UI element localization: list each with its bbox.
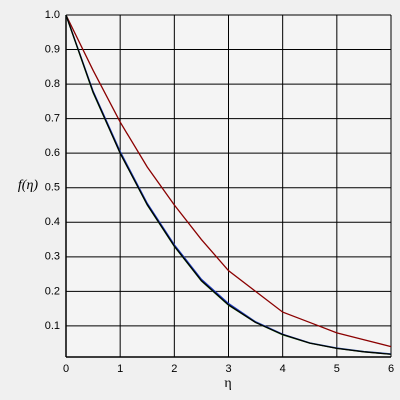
y-tick-label: 1.0 [45, 9, 60, 21]
x-tick-label: 3 [225, 363, 231, 375]
y-tick-label: 0.6 [45, 147, 60, 159]
y-axis-title: f(η) [18, 178, 38, 193]
y-tick-label: 0.5 [45, 182, 60, 194]
y-tick-label: 0.3 [45, 251, 60, 263]
x-tick-label: 4 [280, 363, 286, 375]
x-tick-label: 0 [63, 363, 69, 375]
y-tick-label: 0.8 [45, 78, 60, 90]
y-tick-label: 0.7 [45, 113, 60, 125]
line-series [65, 14, 392, 348]
y-tick-label: 0.1 [45, 320, 60, 332]
y-tick-label: 0.4 [45, 216, 60, 228]
line-series [65, 14, 392, 355]
x-tick-label: 5 [334, 363, 340, 375]
x-tick-label: 1 [117, 363, 123, 375]
y-tick-label: 0.9 [45, 43, 60, 55]
x-tick-label: 2 [171, 363, 177, 375]
x-tick-label: 6 [388, 363, 394, 375]
x-axis-title: η [224, 376, 231, 391]
y-tick-label: 0.2 [45, 285, 60, 297]
